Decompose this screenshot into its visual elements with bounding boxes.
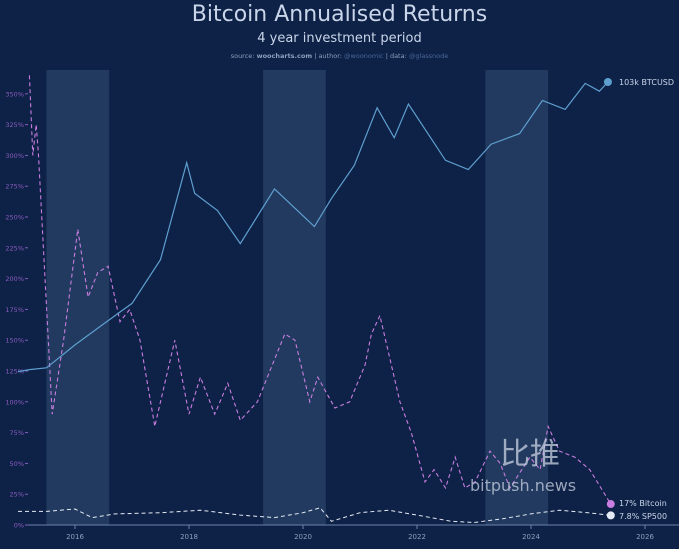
y-tick-label: 350% (5, 90, 24, 98)
series-line-bitcoin (28, 75, 612, 505)
shaded-period (46, 70, 110, 525)
chart-subtitle: 4 year investment period (257, 31, 422, 46)
series-end-label-bitcoin: 17% Bitcoin (619, 499, 667, 508)
watermark-cn: 比推 (500, 437, 560, 472)
x-tick-label: 2020 (294, 533, 312, 541)
y-tick-label: 150% (5, 337, 24, 345)
shaded-period (485, 70, 549, 525)
y-tick-label: 275% (5, 183, 24, 191)
data-handle: @glassnode (408, 52, 449, 60)
series-line-sp500 (18, 507, 611, 524)
x-tick-label: 2022 (408, 533, 426, 541)
y-tick-label: 100% (5, 398, 24, 406)
y-tick-label: 325% (5, 121, 24, 129)
series-end-dot-sp500 (606, 511, 615, 520)
source-line: source: woocharts.com | author: @woonomi… (0, 52, 679, 60)
y-tick-label: 75% (10, 429, 24, 437)
y-tick-label: 0% (14, 522, 24, 530)
y-tick-label: 200% (5, 275, 24, 283)
y-tick-label: 300% (5, 152, 24, 160)
shaded-period (263, 70, 326, 525)
y-tick-label: 250% (5, 214, 24, 222)
x-tick-label: 2018 (180, 533, 198, 541)
series-line-btcusd (17, 81, 609, 373)
x-tick-label: 2016 (66, 533, 84, 541)
x-tick-label: 2024 (522, 533, 540, 541)
author-handle: @woonomic (344, 52, 384, 60)
y-tick-label: 125% (5, 368, 24, 376)
data-label: | data: (385, 52, 407, 60)
source-site: woocharts.com (256, 52, 313, 60)
series-end-dot-bitcoin (606, 500, 615, 509)
x-tick-label: 2026 (636, 533, 654, 541)
series-end-label-btcusd: 103k BTCUSD (619, 78, 674, 87)
source-label: source: (230, 52, 255, 60)
series-end-dot-btcusd (603, 78, 612, 86)
y-tick-label: 50% (10, 460, 24, 468)
series-end-label-sp500: 7.8% SP500 (619, 512, 667, 521)
watermark-en: bitpush.news (470, 476, 577, 495)
y-tick-label: 225% (5, 244, 24, 252)
y-tick-label: 25% (10, 491, 24, 499)
y-tick-label: 175% (5, 306, 24, 314)
chart-title: Bitcoin Annualised Returns (191, 2, 488, 27)
author-label: | author: (314, 52, 342, 60)
